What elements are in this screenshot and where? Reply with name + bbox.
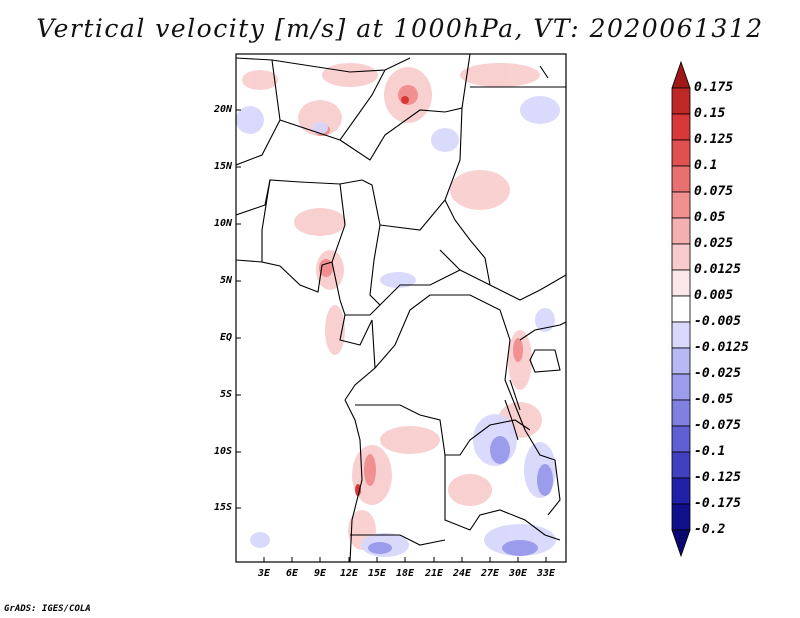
colorbar-bin (671, 191, 691, 219)
lat-label-5n: 5N (219, 275, 232, 286)
colorbar-bin (671, 529, 691, 558)
colorbar-bin (671, 87, 691, 115)
colorbar-bin (671, 165, 691, 193)
colorbar-label: -0.1 (694, 444, 726, 459)
colorbar-bin (671, 139, 691, 167)
colorbar-bin (671, 60, 691, 89)
lat-label-5s: 5S (219, 389, 232, 400)
colorbar-bin (671, 269, 691, 297)
colorbar-bin (671, 477, 691, 505)
colorbar-label: -0.025 (694, 366, 741, 381)
colorbar-label: 0.125 (694, 132, 734, 147)
colorbar-label: -0.05 (694, 392, 734, 407)
lon-label-3e: 3E (257, 568, 271, 579)
colorbar-label: 0.075 (694, 184, 734, 199)
colorbar-bin (671, 321, 691, 349)
colorbar-bin (671, 113, 691, 141)
lon-label-33e: 33E (536, 568, 556, 579)
colorbar-bin (671, 295, 691, 323)
map-frame (235, 53, 567, 563)
colorbar-label: -0.005 (694, 314, 741, 329)
lon-label-27e: 27E (480, 568, 500, 579)
colorbar-label: -0.0125 (694, 340, 749, 355)
lon-label-24e: 24E (452, 568, 472, 579)
colorbar-label: 0.005 (694, 288, 734, 303)
lat-label-20n: 20N (213, 104, 232, 115)
colorbar-bin (671, 373, 691, 401)
plot-title: Vertical velocity [m/s] at 1000hPa, VT: … (36, 14, 764, 43)
lon-tick-marks (263, 557, 547, 562)
colorbar-label: 0.1 (694, 158, 718, 173)
map-panel (235, 53, 567, 563)
footer-credit: GrADS: IGES/COLA (4, 604, 91, 614)
colorbar-bin (671, 399, 691, 427)
lat-tick-marks (236, 109, 241, 509)
lon-label-12e: 12E (339, 568, 359, 579)
strong-negative-patches (368, 436, 553, 556)
lat-label-10s: 10S (213, 446, 232, 457)
lon-label-18e: 18E (395, 568, 415, 579)
lon-label-15e: 15E (367, 568, 387, 579)
colorbar-bin (671, 451, 691, 479)
colorbar-label: -0.2 (694, 522, 726, 537)
lat-label-eq: EQ (219, 332, 232, 343)
colorbar-label: 0.05 (694, 210, 726, 225)
lat-label-10n: 10N (213, 218, 232, 229)
colorbar-bin (671, 425, 691, 453)
country-borders (236, 54, 566, 562)
lat-label-15s: 15S (213, 502, 232, 513)
colorbar-bin (671, 243, 691, 271)
colorbar-bin (671, 217, 691, 245)
peak-positive-patches (355, 96, 409, 496)
colorbar-label: -0.075 (694, 418, 741, 433)
velocity-field (236, 63, 560, 557)
colorbar-label: 0.15 (694, 106, 726, 121)
colorbar-label: 0.0125 (694, 262, 741, 277)
colorbar-label: -0.175 (694, 496, 741, 511)
lat-label-15n: 15N (213, 161, 232, 172)
colorbar-label: 0.175 (694, 80, 734, 95)
colorbar-label: -0.125 (694, 470, 741, 485)
colorbar-bin (671, 347, 691, 375)
lon-label-21e: 21E (424, 568, 444, 579)
colorbar-bin (671, 503, 691, 531)
colorbar-label: 0.025 (694, 236, 734, 251)
lon-label-9e: 9E (313, 568, 327, 579)
lon-label-6e: 6E (285, 568, 299, 579)
colorbar (671, 60, 691, 558)
lon-label-30e: 30E (508, 568, 528, 579)
